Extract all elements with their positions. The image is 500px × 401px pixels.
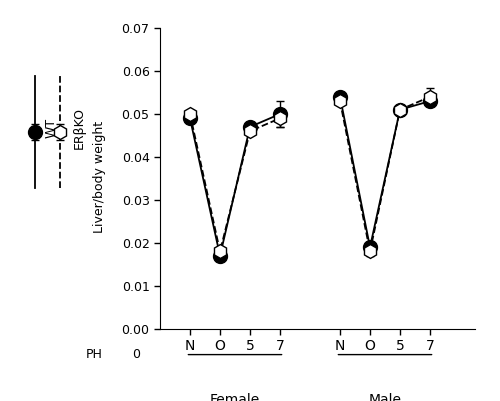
Text: ERβKO: ERβKO xyxy=(72,107,86,149)
Text: Male: Male xyxy=(368,393,402,401)
Text: PH: PH xyxy=(86,348,102,361)
Text: Liver/body weight: Liver/body weight xyxy=(94,120,106,233)
Text: 0: 0 xyxy=(132,348,140,361)
Text: WT: WT xyxy=(45,118,58,138)
Text: Female: Female xyxy=(210,393,260,401)
